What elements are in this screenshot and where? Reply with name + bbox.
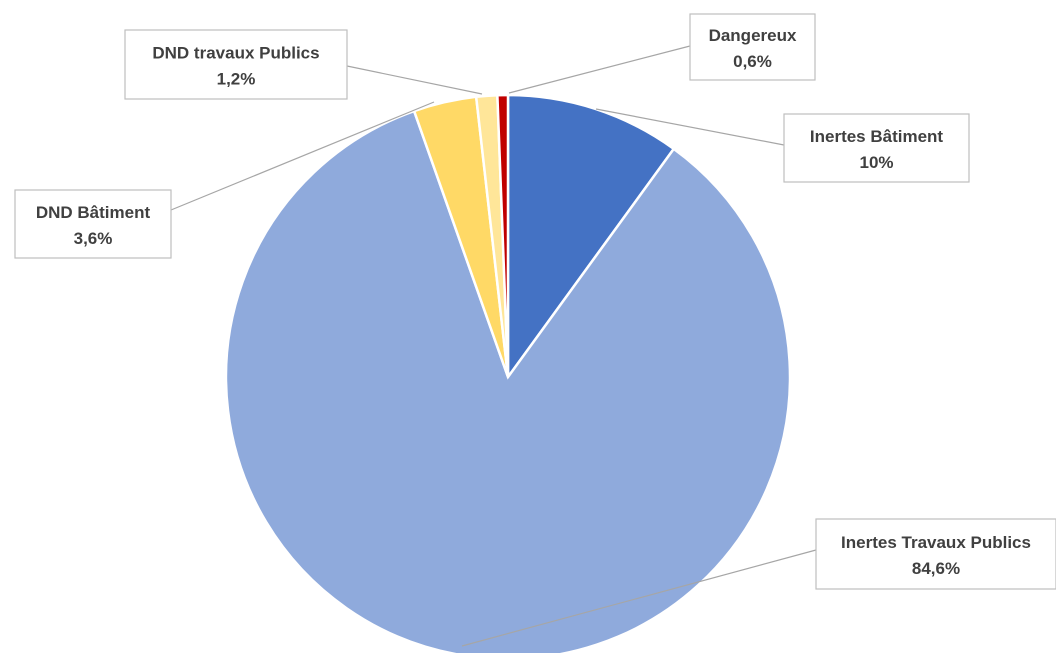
leader-line — [595, 108, 785, 146]
data-label-name: DND travaux Publics — [152, 44, 319, 63]
data-label-value: 0,6% — [733, 52, 772, 71]
leader-line — [461, 549, 817, 647]
data-label-name: Inertes Travaux Publics — [841, 533, 1031, 552]
leader-line — [170, 101, 435, 211]
data-label-box — [124, 29, 348, 100]
leader-lines — [170, 45, 817, 647]
pie-slices — [224, 93, 792, 653]
data-label-value: 3,6% — [74, 229, 113, 248]
pie-slice-dangereux — [496, 93, 510, 378]
pie-slice-inertes-travaux-publics — [224, 109, 792, 653]
data-label-value: 10% — [859, 153, 893, 172]
data-label-box — [783, 113, 970, 183]
data-labels: Inertes Bâtiment 10% Inertes Travaux Publi… — [14, 13, 1056, 590]
data-label-value: 84,6% — [912, 559, 960, 578]
data-label-box — [689, 13, 816, 81]
data-label-box — [14, 189, 172, 259]
data-label: Dangereux 0,6% — [689, 13, 816, 81]
data-label: DND travaux Publics 1,2% — [124, 29, 348, 100]
pie-slice-inertes-b-timent — [506, 93, 676, 381]
data-label: DND Bâtiment 3,6% — [14, 189, 172, 259]
data-label: Inertes Travaux Publics 84,6% — [815, 518, 1056, 590]
data-label-name: Dangereux — [709, 26, 797, 45]
data-label-box — [815, 518, 1056, 590]
data-label-name: DND Bâtiment — [36, 203, 151, 222]
leader-line — [508, 45, 691, 94]
data-label: Inertes Bâtiment 10% — [783, 113, 970, 183]
data-label-value: 1,2% — [217, 70, 256, 89]
data-label-name: Inertes Bâtiment — [810, 127, 944, 146]
leader-line — [346, 65, 483, 95]
